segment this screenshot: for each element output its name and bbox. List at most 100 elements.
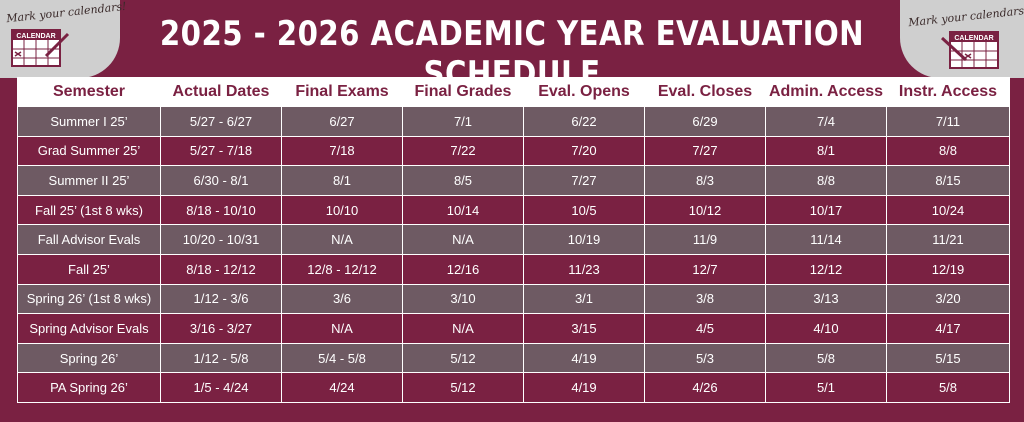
date-cell: 7/20 [523,135,645,167]
date-cell: 6/30 - 8/1 [160,165,282,196]
date-cell: 7/27 [523,165,645,196]
table-header-row: Semester Actual Dates Final Exams Final Gra… [17,77,1010,107]
date-cell: 4/19 [523,342,645,374]
date-cell: 8/3 [644,165,766,196]
date-cell: 8/5 [402,165,524,196]
semester-cell: Grad Summer 25’ [17,135,161,167]
date-cell: 5/4 - 5/8 [281,342,403,374]
date-cell: 7/18 [281,135,403,167]
calendar-label: CALENDAR [16,33,55,40]
date-cell: 3/8 [644,283,766,315]
date-cell: 5/8 [765,342,887,374]
date-cell: 10/24 [886,194,1010,226]
date-cell: 12/8 - 12/12 [281,253,403,285]
date-cell: N/A [402,313,524,344]
date-cell: N/A [281,224,403,255]
date-cell: 4/10 [765,313,887,344]
date-cell: 7/1 [402,106,524,137]
table-row: PA Spring 26’ 1/5 - 4/24 4/24 5/12 4/19 4/26 5… [17,372,1010,403]
date-cell: 12/7 [644,253,766,285]
date-cell: 4/19 [523,372,645,403]
date-cell: 1/5 - 4/24 [160,372,282,403]
semester-cell: Fall 25’ (1st 8 wks) [17,194,161,226]
date-cell: 3/20 [886,283,1010,315]
table-row: Spring Advisor Evals 3/16 - 3/27 N/A N/A 3/1… [17,313,1010,344]
semester-cell: Spring 26’ [17,342,161,374]
date-cell: 5/15 [886,342,1010,374]
column-header: Eval. Opens [523,77,645,107]
table-row: Fall 25’ (1st 8 wks) 8/18 - 10/10 10/10 10/… [17,194,1010,226]
date-cell: 1/12 - 3/6 [160,283,282,315]
date-cell: 10/17 [765,194,887,226]
date-cell: 1/12 - 5/8 [160,342,282,374]
date-cell: 5/27 - 6/27 [160,106,282,137]
column-header: Final Grades [402,77,524,107]
date-cell: 3/1 [523,283,645,315]
date-cell: 7/11 [886,106,1010,137]
date-cell: 10/14 [402,194,524,226]
calendar-sticker-right: Mark your calendars! CALENDAR [900,0,1024,78]
date-cell: 10/20 - 10/31 [160,224,282,255]
date-cell: 3/13 [765,283,887,315]
calendar-icon: CALENDAR [940,31,999,69]
column-header: Admin. Access [765,77,887,107]
date-cell: N/A [402,224,524,255]
date-cell: 3/16 - 3/27 [160,313,282,344]
calendar-icon: CALENDAR [11,29,70,67]
date-cell: 5/27 - 7/18 [160,135,282,167]
date-cell: 8/1 [281,165,403,196]
column-header: Final Exams [281,77,403,107]
date-cell: 4/26 [644,372,766,403]
table-row: Summer I 25’ 5/27 - 6/27 6/27 7/1 6/22 6/29 7/… [17,106,1010,137]
date-cell: 5/12 [402,342,524,374]
date-cell: 8/18 - 12/12 [160,253,282,285]
column-header: Instr. Access [886,77,1010,107]
date-cell: 8/1 [765,135,887,167]
semester-cell: Summer II 25’ [17,165,161,196]
date-cell: 4/24 [281,372,403,403]
date-cell: 11/14 [765,224,887,255]
date-cell: 8/8 [886,135,1010,167]
date-cell: 12/12 [765,253,887,285]
date-cell: 5/12 [402,372,524,403]
date-cell: 4/5 [644,313,766,344]
date-cell: 7/4 [765,106,887,137]
date-cell: 5/1 [765,372,887,403]
date-cell: 10/5 [523,194,645,226]
semester-cell: PA Spring 26’ [17,372,161,403]
table-row: Spring 26’ (1st 8 wks) 1/12 - 3/6 3/6 3/10 3… [17,283,1010,315]
date-cell: 3/10 [402,283,524,315]
date-cell: 6/22 [523,106,645,137]
table-row: Grad Summer 25’ 5/27 - 7/18 7/18 7/22 7/20 7/… [17,135,1010,167]
date-cell: 12/19 [886,253,1010,285]
date-cell: 4/17 [886,313,1010,344]
date-cell: 11/23 [523,253,645,285]
date-cell: 12/16 [402,253,524,285]
semester-cell: Fall Advisor Evals [17,224,161,255]
table-row: Spring 26’ 1/12 - 5/8 5/4 - 5/8 5/12 4/19 5/3… [17,342,1010,374]
date-cell: 10/12 [644,194,766,226]
date-cell: 7/22 [402,135,524,167]
date-cell: 6/29 [644,106,766,137]
date-cell: 11/9 [644,224,766,255]
column-header: Semester [17,77,161,107]
date-cell: 8/8 [765,165,887,196]
date-cell: N/A [281,313,403,344]
date-cell: 7/27 [644,135,766,167]
date-cell: 3/15 [523,313,645,344]
date-cell: 8/15 [886,165,1010,196]
date-cell: 5/8 [886,372,1010,403]
table-row: Fall 25’ 8/18 - 12/12 12/8 - 12/12 12/16 11/… [17,253,1010,285]
column-header: Actual Dates [160,77,282,107]
column-header: Eval. Closes [644,77,766,107]
date-cell: 10/10 [281,194,403,226]
semester-cell: Spring 26’ (1st 8 wks) [17,283,161,315]
date-cell: 8/18 - 10/10 [160,194,282,226]
date-cell: 6/27 [281,106,403,137]
table-body: Summer I 25’ 5/27 - 6/27 6/27 7/1 6/22 6/29 7/… [17,106,1010,403]
schedule-table: Semester Actual Dates Final Exams Final Gra… [17,77,1010,403]
date-cell: 3/6 [281,283,403,315]
semester-cell: Summer I 25’ [17,106,161,137]
date-cell: 11/21 [886,224,1010,255]
semester-cell: Spring Advisor Evals [17,313,161,344]
